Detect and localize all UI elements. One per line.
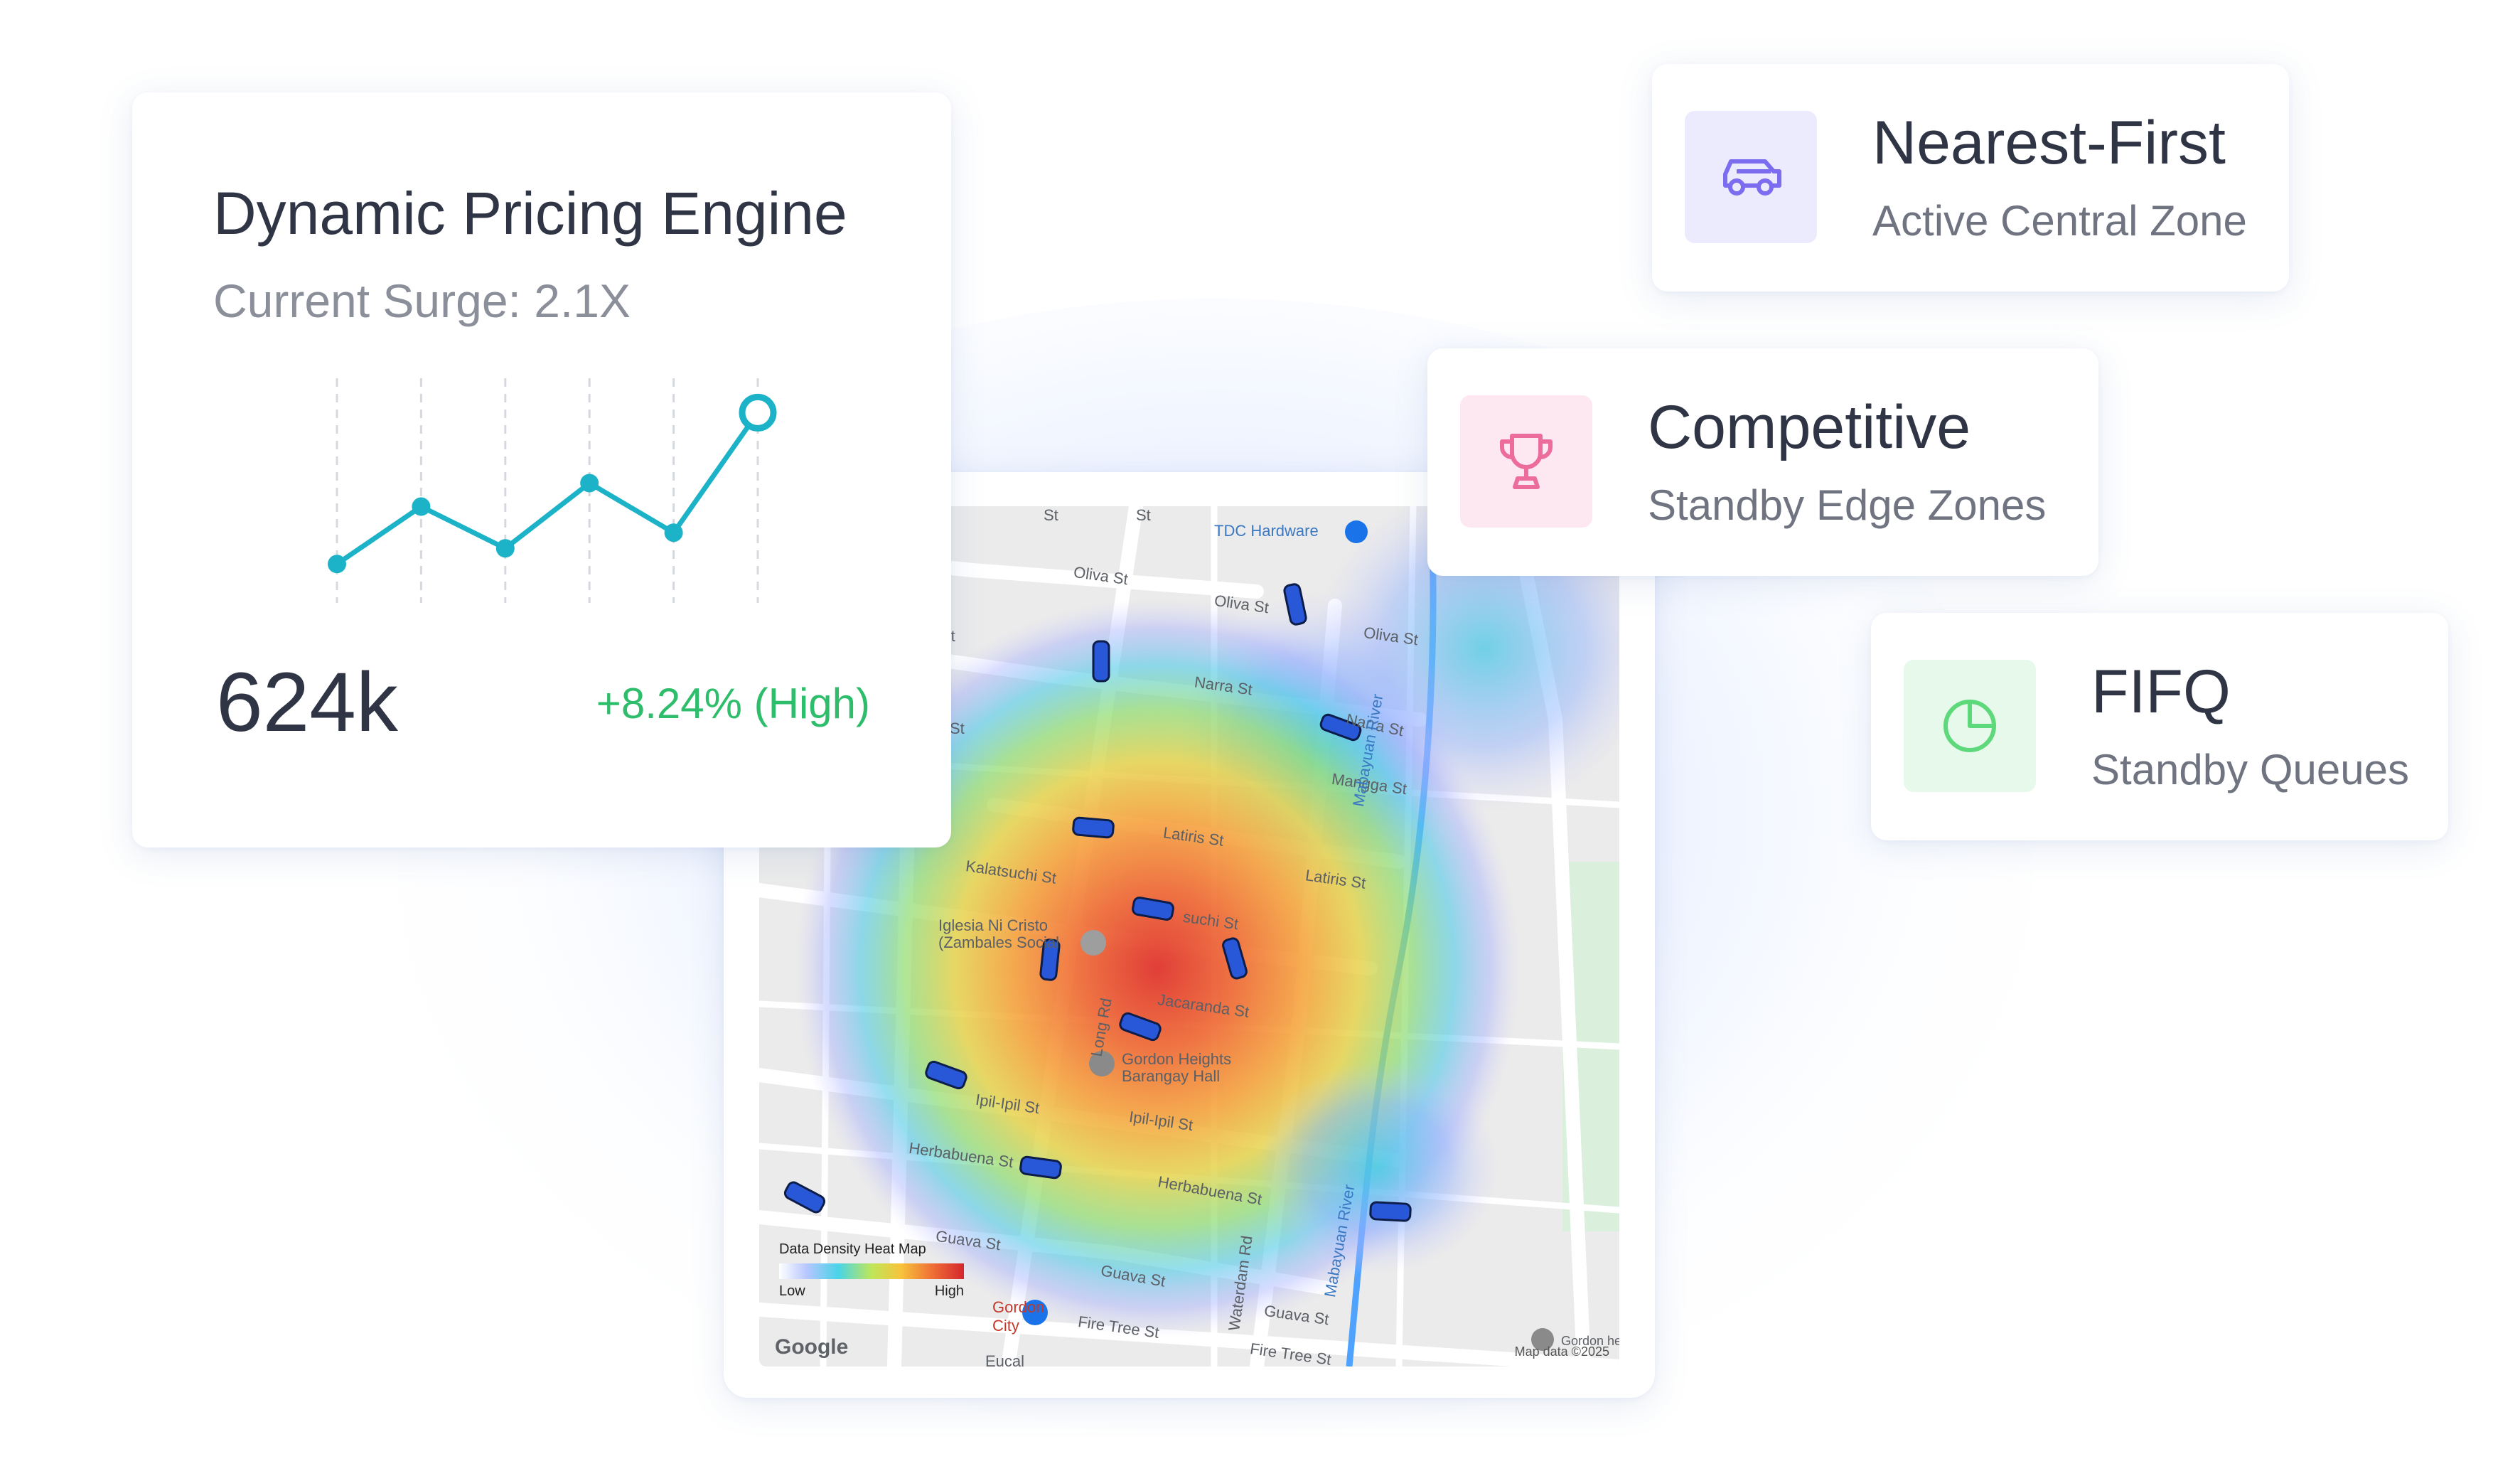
pricing-title: Dynamic Pricing Engine [213,180,847,247]
heatmap-legend: Data Density Heat Map Low High [779,1241,985,1320]
pricing-card: Dynamic Pricing Engine Current Surge: 2.… [132,92,951,847]
map-canvas [759,506,1619,1367]
mode-card-competitive[interactable]: Competitive Standby Edge Zones [1427,348,2098,576]
map-panel: TDC Hardware Oliva St Oliva St Oliva St … [724,472,1655,1398]
mode-title: FIFQ [2091,658,2231,726]
legend-high: High [934,1283,964,1299]
pie-chart-icon [1904,660,2036,792]
poi-gordon-heights-barangay-hall[interactable]: Gordon Heights Barangay Hall [1122,1050,1232,1085]
sparkline-point [412,497,431,516]
legend-title: Data Density Heat Map [779,1241,926,1257]
legend-low: Low [779,1283,805,1299]
surge-label: Current Surge: 2.1X [213,274,631,327]
heat-map[interactable]: TDC Hardware Oliva St Oliva St Oliva St … [759,506,1619,1367]
map-data-attribution[interactable]: Map data ©2025 [1514,1344,1609,1359]
street-label: St [1044,506,1058,524]
mode-subtitle: Active Central Zone [1872,197,2247,245]
legend-gradient [779,1263,964,1279]
sparkline-point [664,523,683,542]
mode-subtitle: Standby Queues [2091,746,2409,793]
street-label: Eucal [985,1352,1025,1367]
car-icon [1685,111,1817,243]
poi-tdc-hardware[interactable]: TDC Hardware [1214,522,1319,540]
mode-title: Nearest-First [1872,109,2226,177]
sparkline-point [495,539,515,558]
mode-card-fifq[interactable]: FIFQ Standby Queues [1871,613,2448,840]
mode-card-nearest-first[interactable]: Nearest-First Active Central Zone [1652,64,2289,292]
street-label: St [1136,506,1151,524]
sparkline-line [336,411,760,567]
sparkline-current-point [739,393,777,432]
mode-title: Competitive [1648,393,1971,461]
trophy-icon [1460,395,1592,528]
metric-change: +8.24% (High) [596,680,870,727]
mode-subtitle: Standby Edge Zones [1648,481,2047,529]
sparkline-point [328,555,346,574]
poi-gordon-city[interactable]: Gordon City [992,1298,1045,1335]
poi-iglesia-ni-cristo[interactable]: Iglesia Ni Cristo (Zambales Social [938,916,1059,951]
metric-value: 624k [216,656,398,749]
google-logo: Google [775,1335,849,1359]
surge-sparkline [328,378,777,603]
street-label: St [950,720,965,737]
poi-gordon-heights[interactable]: Gordon he [1561,1334,1619,1348]
sparkline-point [580,474,599,493]
